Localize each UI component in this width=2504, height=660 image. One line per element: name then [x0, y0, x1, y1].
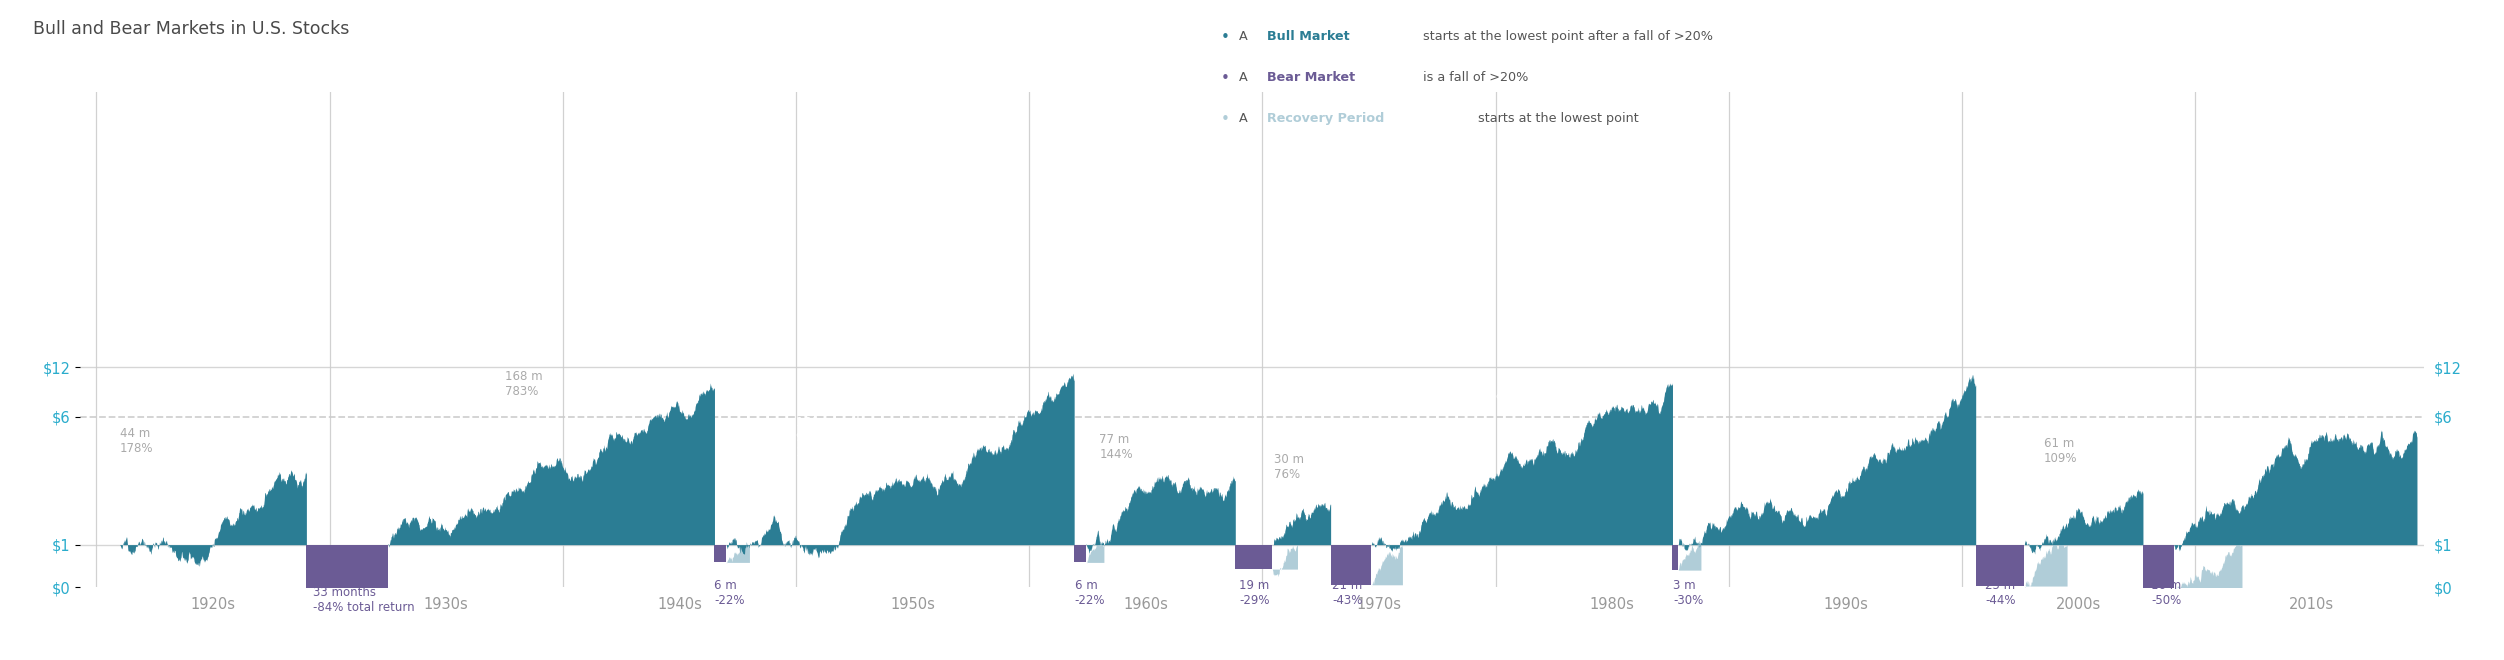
Text: 181 months
929% total return
17% annualized return: 181 months 929% total return 17% annuali… — [796, 416, 939, 459]
Text: •: • — [1219, 112, 1229, 127]
Text: 16 m
-50%: 16 m -50% — [2151, 579, 2181, 607]
Text: 21 m
-43%: 21 m -43% — [1332, 579, 1362, 607]
Text: 155 m
845%: 155 m 845% — [1472, 378, 1512, 406]
Text: A: A — [1239, 112, 1252, 125]
Text: starts at the lowest point: starts at the lowest point — [1472, 112, 1638, 125]
Text: Bull Market: Bull Market — [1267, 30, 1350, 43]
Text: 153 m
833%: 153 m 833% — [1775, 378, 1815, 406]
Text: 6 m
-22%: 6 m -22% — [714, 579, 746, 607]
Text: •: • — [1219, 30, 1229, 45]
Text: starts at the lowest point after a fall of >20%: starts at the lowest point after a fall … — [1417, 30, 1713, 43]
Text: 61 m
109%: 61 m 109% — [2043, 437, 2078, 465]
Text: 30 m
76%: 30 m 76% — [1275, 453, 1305, 481]
Text: 6 m
-22%: 6 m -22% — [1074, 579, 1104, 607]
Text: 168 m
783%: 168 m 783% — [506, 370, 543, 398]
Text: Bear Market: Bear Market — [1267, 71, 1355, 84]
Text: 33 months
-84% total return: 33 months -84% total return — [313, 586, 416, 614]
Text: A: A — [1239, 30, 1252, 43]
Text: Bull and Bear Markets in U.S. Stocks: Bull and Bear Markets in U.S. Stocks — [33, 20, 348, 38]
Text: 3 m
-30%: 3 m -30% — [1673, 579, 1703, 607]
Text: 25 m
-44%: 25 m -44% — [1986, 579, 2016, 607]
Text: is a fall of >20%: is a fall of >20% — [1417, 71, 1527, 84]
Text: A: A — [1239, 71, 1252, 84]
Text: Recovery Period: Recovery Period — [1267, 112, 1385, 125]
Text: 44 m
178%: 44 m 178% — [120, 427, 153, 455]
Text: •: • — [1219, 71, 1229, 86]
Text: 19 m
-29%: 19 m -29% — [1239, 579, 1270, 607]
Text: 77 m
144%: 77 m 144% — [1099, 432, 1132, 461]
